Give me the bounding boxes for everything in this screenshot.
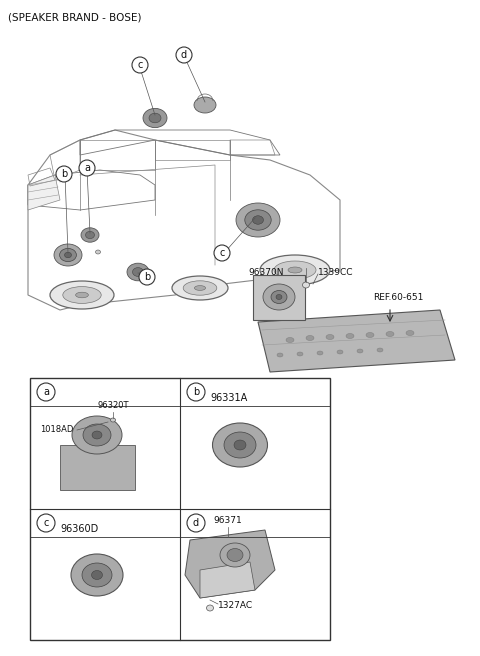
Ellipse shape: [274, 261, 316, 279]
Ellipse shape: [85, 232, 95, 239]
Ellipse shape: [82, 563, 112, 587]
Ellipse shape: [406, 331, 414, 335]
Ellipse shape: [234, 440, 246, 450]
Text: b: b: [144, 272, 150, 282]
Ellipse shape: [75, 292, 88, 298]
Ellipse shape: [236, 203, 280, 237]
Ellipse shape: [224, 432, 256, 458]
Ellipse shape: [227, 548, 243, 562]
Ellipse shape: [346, 333, 354, 338]
Circle shape: [139, 269, 155, 285]
Ellipse shape: [357, 349, 363, 353]
Ellipse shape: [183, 281, 217, 295]
Ellipse shape: [245, 210, 271, 230]
Text: d: d: [193, 518, 199, 528]
Ellipse shape: [96, 250, 100, 254]
Ellipse shape: [337, 350, 343, 354]
Ellipse shape: [127, 263, 149, 281]
Text: 96320T: 96320T: [97, 401, 129, 410]
Text: a: a: [84, 163, 90, 173]
Text: c: c: [219, 248, 225, 258]
Ellipse shape: [317, 351, 323, 355]
Ellipse shape: [92, 431, 102, 439]
Polygon shape: [60, 445, 135, 490]
Ellipse shape: [132, 268, 144, 276]
Text: 1327AC: 1327AC: [218, 600, 253, 609]
Text: 1339CC: 1339CC: [318, 268, 353, 277]
Ellipse shape: [50, 281, 114, 309]
Polygon shape: [253, 275, 305, 320]
Ellipse shape: [110, 418, 116, 422]
Ellipse shape: [83, 424, 111, 446]
Circle shape: [37, 514, 55, 532]
Ellipse shape: [206, 605, 214, 611]
Ellipse shape: [71, 554, 123, 596]
Text: 96331A: 96331A: [210, 393, 247, 403]
Text: d: d: [181, 50, 187, 60]
Ellipse shape: [366, 333, 374, 337]
Polygon shape: [258, 310, 455, 372]
Ellipse shape: [277, 353, 283, 357]
Circle shape: [176, 47, 192, 63]
Ellipse shape: [260, 255, 330, 285]
Ellipse shape: [302, 282, 310, 288]
Ellipse shape: [288, 267, 302, 273]
Ellipse shape: [81, 228, 99, 242]
Ellipse shape: [92, 571, 103, 579]
Ellipse shape: [286, 337, 294, 342]
Ellipse shape: [213, 423, 267, 467]
Circle shape: [187, 383, 205, 401]
Ellipse shape: [172, 276, 228, 300]
Ellipse shape: [306, 335, 314, 340]
Text: b: b: [193, 387, 199, 397]
Ellipse shape: [252, 216, 264, 224]
Ellipse shape: [194, 97, 216, 113]
Circle shape: [132, 57, 148, 73]
Circle shape: [79, 160, 95, 176]
Text: 1018AD: 1018AD: [40, 426, 73, 434]
Polygon shape: [200, 562, 255, 598]
Ellipse shape: [64, 253, 72, 258]
Ellipse shape: [194, 285, 205, 291]
Text: c: c: [137, 60, 143, 70]
Text: a: a: [43, 387, 49, 397]
Text: 96370N: 96370N: [248, 268, 284, 277]
Text: 96360D: 96360D: [60, 524, 98, 534]
Ellipse shape: [63, 287, 101, 303]
Text: b: b: [61, 169, 67, 179]
Text: 96371: 96371: [214, 516, 242, 525]
Polygon shape: [185, 530, 275, 598]
Ellipse shape: [276, 295, 282, 300]
Ellipse shape: [271, 291, 287, 304]
Circle shape: [37, 383, 55, 401]
Ellipse shape: [60, 249, 76, 262]
Text: (SPEAKER BRAND - BOSE): (SPEAKER BRAND - BOSE): [8, 13, 142, 23]
Text: c: c: [43, 518, 48, 528]
Ellipse shape: [326, 335, 334, 340]
Circle shape: [214, 245, 230, 261]
Ellipse shape: [72, 416, 122, 454]
Ellipse shape: [386, 331, 394, 337]
Ellipse shape: [149, 113, 161, 123]
Circle shape: [56, 166, 72, 182]
Text: REF.60-651: REF.60-651: [373, 293, 423, 302]
Ellipse shape: [54, 244, 82, 266]
Ellipse shape: [377, 348, 383, 352]
Ellipse shape: [220, 543, 250, 567]
Polygon shape: [28, 175, 60, 210]
Circle shape: [187, 514, 205, 532]
Ellipse shape: [143, 108, 167, 128]
Ellipse shape: [297, 352, 303, 356]
Ellipse shape: [263, 284, 295, 310]
